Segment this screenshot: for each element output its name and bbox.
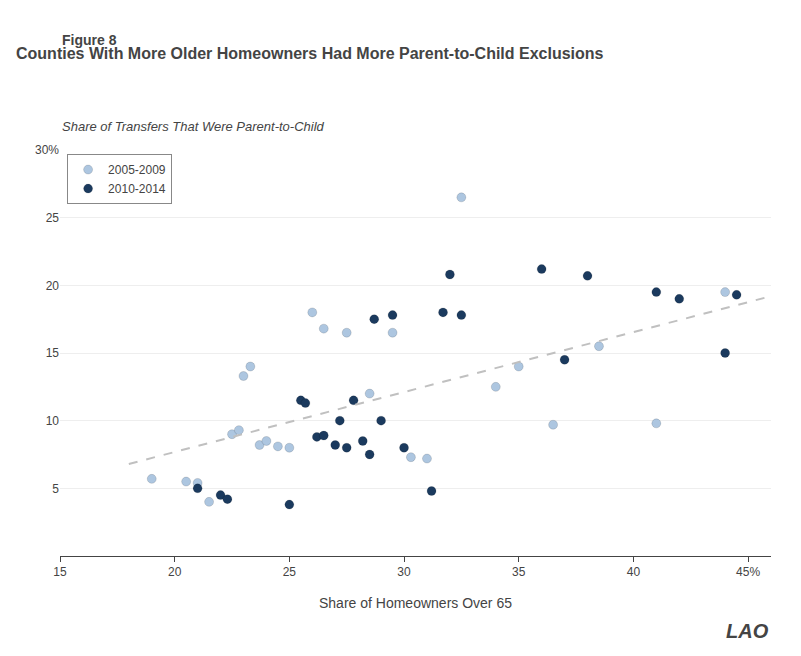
svg-text:35: 35 (512, 565, 526, 579)
svg-text:20: 20 (168, 565, 182, 579)
svg-text:15: 15 (53, 565, 67, 579)
svg-text:15: 15 (46, 346, 60, 360)
svg-text:Counties With More Older Homeo: Counties With More Older Homeowners Had … (16, 45, 604, 62)
svg-text:2010-2014: 2010-2014 (108, 182, 166, 196)
svg-text:30: 30 (397, 565, 411, 579)
svg-text:10: 10 (46, 414, 60, 428)
svg-text:20: 20 (46, 279, 60, 293)
svg-text:25: 25 (283, 565, 297, 579)
svg-text:45%: 45% (736, 565, 760, 579)
svg-text:25: 25 (46, 211, 60, 225)
svg-text:Figure 8: Figure 8 (62, 32, 117, 48)
svg-text:2005-2009: 2005-2009 (108, 163, 166, 177)
svg-text:LAO: LAO (726, 620, 769, 642)
svg-text:5: 5 (52, 482, 59, 496)
svg-text:Share of Transfers That Were P: Share of Transfers That Were Parent-to-C… (62, 119, 325, 134)
svg-text:Share of Homeowners Over 65: Share of Homeowners Over 65 (319, 595, 512, 611)
svg-text:30%: 30% (35, 143, 59, 157)
svg-text:40: 40 (627, 565, 641, 579)
